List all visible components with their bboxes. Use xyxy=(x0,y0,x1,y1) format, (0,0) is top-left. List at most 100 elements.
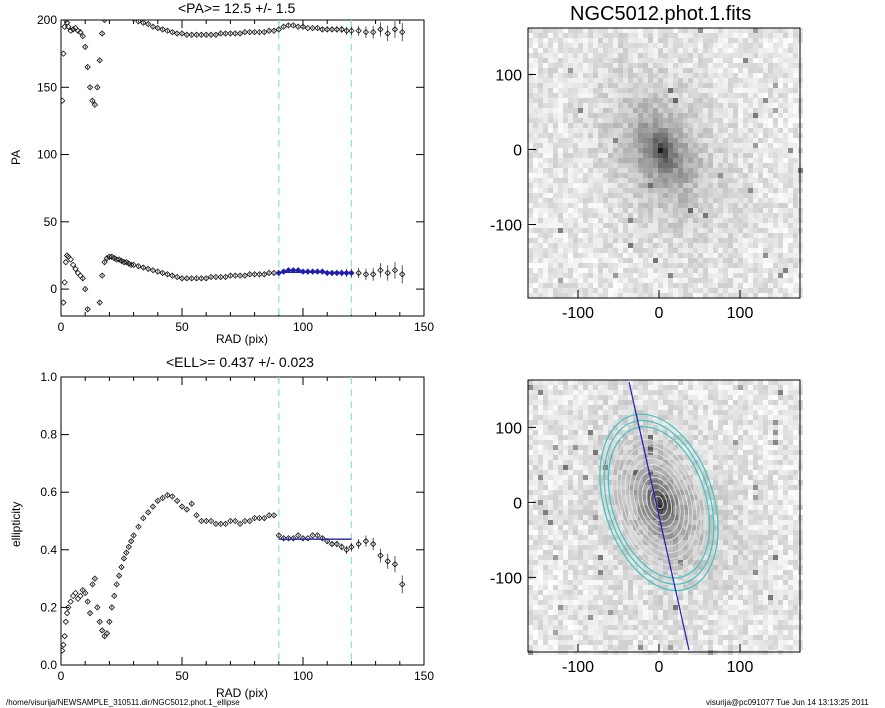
image-pixel xyxy=(753,93,758,98)
image-pixel xyxy=(533,63,538,68)
data-point xyxy=(61,641,67,649)
image-pixel xyxy=(593,440,598,445)
image-pixel xyxy=(588,193,593,198)
image-pixel xyxy=(743,485,748,490)
image-pixel xyxy=(713,148,718,153)
image-pixel xyxy=(583,88,588,93)
data-point xyxy=(203,275,210,282)
image-pixel xyxy=(568,485,573,490)
image-pixel xyxy=(583,263,588,268)
image-pixel xyxy=(583,243,588,248)
image-pixel xyxy=(538,385,543,390)
image-pixel xyxy=(643,63,648,68)
image-pixel xyxy=(533,143,538,148)
data-point xyxy=(79,275,86,282)
image-pixel xyxy=(763,208,768,213)
image-pixel xyxy=(553,248,558,253)
image-pixel xyxy=(633,253,638,258)
image-pixel xyxy=(663,113,668,118)
data-point xyxy=(241,272,249,279)
image-pixel xyxy=(733,133,738,138)
data-point xyxy=(348,27,355,34)
image-pixel xyxy=(668,83,673,88)
image-pixel xyxy=(548,390,553,395)
image-pixel xyxy=(778,283,783,288)
data-point xyxy=(370,28,377,36)
data-point xyxy=(370,271,377,278)
image-pixel xyxy=(718,445,723,450)
image-pixel xyxy=(688,500,693,505)
image-pixel xyxy=(658,83,663,88)
image-pixel xyxy=(698,38,703,43)
data-point xyxy=(94,84,101,91)
image-pixel xyxy=(743,500,748,505)
image-pixel xyxy=(648,405,653,410)
image-pixel xyxy=(568,198,573,203)
image-pixel xyxy=(563,425,568,430)
image-pixel xyxy=(593,203,598,208)
image-pixel xyxy=(538,218,543,223)
data-point xyxy=(116,11,121,16)
image-pixel xyxy=(693,38,698,43)
image-pixel xyxy=(783,113,788,118)
image-pixel xyxy=(638,450,643,455)
image-pixel xyxy=(553,258,558,263)
image-pixel xyxy=(543,395,548,400)
image-pixel xyxy=(543,93,548,98)
image-pixel xyxy=(753,495,758,500)
image-pixel xyxy=(688,153,693,158)
img-x-tick-label: 0 xyxy=(655,305,664,322)
image-pixel xyxy=(698,248,703,253)
image-pixel xyxy=(738,33,743,38)
image-pixel xyxy=(548,113,553,118)
image-pixel xyxy=(583,203,588,208)
image-pixel xyxy=(568,203,573,208)
image-pixel xyxy=(753,465,758,470)
image-pixel xyxy=(563,63,568,68)
image-pixel xyxy=(748,128,753,133)
image-pixel xyxy=(718,258,723,263)
image-pixel xyxy=(768,233,773,238)
image-pixel xyxy=(553,455,558,460)
data-point xyxy=(82,285,89,293)
image-pixel xyxy=(603,465,608,470)
image-pixel xyxy=(653,198,658,203)
image-pixel xyxy=(633,63,638,68)
image-pixel xyxy=(688,470,693,475)
image-pixel xyxy=(603,103,608,108)
image-pixel xyxy=(783,258,788,263)
image-pixel xyxy=(793,198,798,203)
image-pixel xyxy=(628,138,633,143)
image-pixel xyxy=(633,98,638,103)
image-pixel xyxy=(638,163,643,168)
image-pixel xyxy=(768,133,773,138)
image-pixel xyxy=(588,98,593,103)
image-pixel xyxy=(638,83,643,88)
image-pixel xyxy=(703,405,708,410)
image-pixel xyxy=(618,490,623,495)
image-pixel xyxy=(553,98,558,103)
image-pixel xyxy=(793,268,798,273)
image-pixel xyxy=(793,288,798,293)
image-pixel xyxy=(738,128,743,133)
image-pixel xyxy=(758,128,763,133)
image-pixel xyxy=(688,188,693,193)
image-pixel xyxy=(663,440,668,445)
image-pixel xyxy=(723,158,728,163)
image-pixel xyxy=(733,395,738,400)
image-pixel xyxy=(668,108,673,113)
image-pixel xyxy=(708,68,713,73)
image-pixel xyxy=(793,420,798,425)
image-pixel xyxy=(583,445,588,450)
image-pixel xyxy=(718,273,723,278)
image-pixel xyxy=(593,233,598,238)
image-pixel xyxy=(588,445,593,450)
data-point xyxy=(236,30,244,37)
image-pixel xyxy=(668,143,673,148)
image-pixel xyxy=(693,410,698,415)
image-pixel xyxy=(588,103,593,108)
image-pixel xyxy=(673,278,678,283)
image-pixel xyxy=(668,485,673,490)
image-pixel xyxy=(668,258,673,263)
image-pixel xyxy=(668,400,673,405)
